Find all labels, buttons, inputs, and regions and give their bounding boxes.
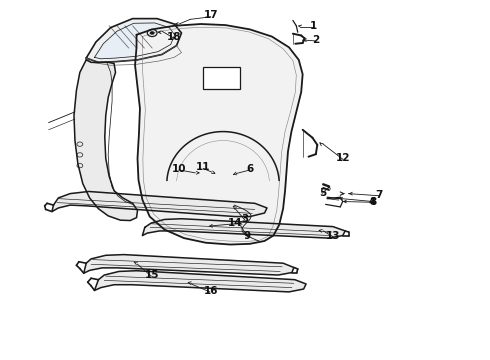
Text: 15: 15 — [145, 270, 159, 280]
Text: 17: 17 — [203, 10, 218, 20]
Text: 5: 5 — [319, 188, 327, 198]
Polygon shape — [84, 255, 294, 275]
Text: 9: 9 — [244, 231, 251, 240]
Text: 2: 2 — [312, 35, 319, 45]
Polygon shape — [74, 60, 138, 221]
Text: 10: 10 — [172, 164, 186, 174]
Text: 13: 13 — [326, 231, 340, 240]
Text: 11: 11 — [196, 162, 211, 172]
Text: 18: 18 — [167, 32, 181, 41]
Polygon shape — [143, 219, 345, 238]
Text: 6: 6 — [246, 164, 253, 174]
Polygon shape — [95, 23, 174, 59]
Text: 8: 8 — [369, 197, 377, 207]
Polygon shape — [135, 24, 303, 244]
Polygon shape — [52, 192, 267, 217]
Polygon shape — [95, 271, 306, 292]
Text: 3: 3 — [242, 215, 248, 224]
Text: 14: 14 — [228, 218, 243, 228]
Circle shape — [150, 31, 155, 35]
Text: 7: 7 — [376, 190, 383, 200]
FancyBboxPatch shape — [203, 67, 240, 89]
Text: 4: 4 — [368, 197, 376, 207]
Text: 12: 12 — [336, 153, 350, 163]
Polygon shape — [86, 19, 181, 62]
Text: 1: 1 — [310, 21, 317, 31]
Text: 16: 16 — [203, 286, 218, 296]
